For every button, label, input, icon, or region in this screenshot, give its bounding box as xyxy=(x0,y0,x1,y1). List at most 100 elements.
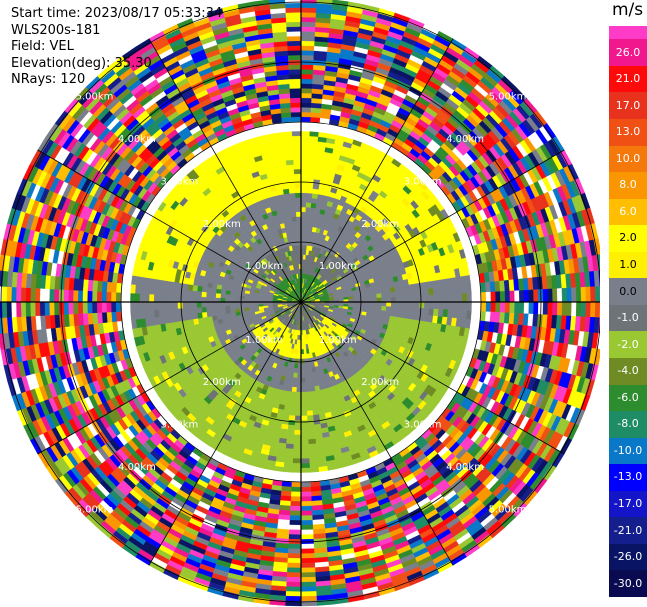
velocity-bin xyxy=(294,410,302,417)
velocity-bin xyxy=(533,289,539,303)
velocity-bin xyxy=(306,405,313,412)
velocity-bin xyxy=(451,309,458,319)
velocity-bin xyxy=(295,406,302,412)
velocity-bin xyxy=(285,395,292,402)
velocity-bin xyxy=(305,396,312,402)
velocity-bin xyxy=(286,429,295,436)
velocity-bin xyxy=(300,111,312,118)
velocity-bin xyxy=(462,301,468,311)
velocity-bin xyxy=(296,382,302,388)
velocity-bin xyxy=(300,164,309,170)
velocity-bin xyxy=(295,396,302,402)
velocity-bin xyxy=(447,285,454,295)
velocity-bin xyxy=(566,287,572,303)
velocity-bin xyxy=(561,301,568,317)
velocity-bin xyxy=(300,130,311,137)
velocity-bin xyxy=(542,288,549,303)
velocity-bin xyxy=(414,307,420,315)
velocity-bin xyxy=(309,462,319,469)
velocity-bin xyxy=(300,7,317,13)
velocity-bin xyxy=(300,92,313,99)
velocity-bin xyxy=(311,400,318,407)
velocity-bin xyxy=(423,308,430,316)
velocity-bin xyxy=(309,381,315,388)
velocity-bin xyxy=(292,448,302,455)
velocity-bin xyxy=(285,438,295,445)
velocity-bin xyxy=(305,386,311,393)
velocity-bin xyxy=(286,562,302,569)
velocity-bin xyxy=(419,295,425,303)
velocity-bin xyxy=(471,301,477,312)
velocity-bin xyxy=(438,301,444,310)
velocity-bin xyxy=(300,439,309,445)
velocity-bin xyxy=(471,292,477,303)
velocity-bin xyxy=(466,283,472,294)
velocity-bin xyxy=(386,297,392,303)
velocity-bin xyxy=(414,289,420,297)
velocity-bin xyxy=(514,301,520,314)
velocity-bin xyxy=(433,308,439,317)
velocity-bin xyxy=(376,297,382,303)
velocity-bin xyxy=(284,400,291,407)
velocity-bin xyxy=(295,401,302,407)
velocity-bin xyxy=(504,290,511,303)
velocity-bin xyxy=(381,292,387,298)
velocity-bin xyxy=(307,438,317,445)
velocity-bin xyxy=(390,306,397,313)
velocity-bin xyxy=(306,410,314,417)
velocity-bin xyxy=(287,548,302,554)
velocity-bin xyxy=(424,301,430,309)
velocity-bin xyxy=(366,290,373,296)
velocity-bin xyxy=(300,382,306,388)
velocity-bin xyxy=(300,467,311,474)
velocity-bin xyxy=(311,197,318,204)
velocity-bin xyxy=(293,434,302,440)
velocity-bin xyxy=(307,424,315,431)
velocity-bin xyxy=(306,183,314,189)
velocity-bin xyxy=(303,358,308,364)
velocity-bin xyxy=(286,576,302,583)
velocity-bin xyxy=(300,448,310,455)
velocity-bin xyxy=(300,202,307,208)
velocity-bin xyxy=(485,301,492,313)
velocity-bin xyxy=(594,286,600,303)
velocity-bin xyxy=(289,505,302,512)
velocity-bin xyxy=(300,562,316,569)
velocity-bin xyxy=(290,391,297,398)
velocity-bin xyxy=(300,216,306,222)
velocity-bin xyxy=(552,301,558,316)
velocity-bin xyxy=(300,486,312,493)
velocity-bin xyxy=(571,287,577,303)
velocity-bin xyxy=(300,50,315,56)
velocity-bin xyxy=(366,294,373,299)
velocity-bin xyxy=(300,595,317,602)
velocity-bin xyxy=(292,453,302,459)
velocity-bin xyxy=(306,415,314,421)
velocity-bin xyxy=(304,367,309,374)
velocity-bin xyxy=(300,178,308,184)
velocity-bin xyxy=(307,168,316,175)
velocity-bin xyxy=(409,307,416,315)
velocity-bin xyxy=(447,309,454,319)
velocity-bin xyxy=(300,97,312,103)
velocity-bin xyxy=(304,225,310,232)
velocity-bin xyxy=(292,458,302,464)
velocity-bin xyxy=(300,221,306,227)
velocity-bin xyxy=(485,291,492,303)
velocity-bin xyxy=(283,462,293,469)
velocity-bin xyxy=(300,491,312,497)
velocity-bin xyxy=(300,69,314,75)
velocity-bin xyxy=(547,301,553,316)
velocity-bin xyxy=(376,293,382,299)
velocity-bin xyxy=(419,301,425,309)
velocity-bin xyxy=(292,463,302,469)
velocity-bin xyxy=(547,288,553,303)
velocity-bin xyxy=(395,296,401,303)
velocity-bin xyxy=(308,457,319,464)
velocity-bin xyxy=(306,197,313,204)
velocity-bin xyxy=(400,301,406,308)
velocity-bin xyxy=(442,286,449,295)
velocity-bin xyxy=(291,472,302,478)
velocity-bin xyxy=(290,496,302,502)
velocity-bin xyxy=(405,301,411,308)
